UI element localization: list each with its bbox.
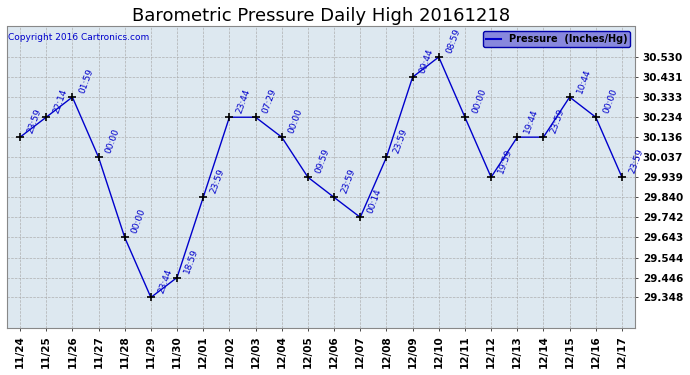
- Text: 10:44: 10:44: [575, 67, 593, 94]
- Text: 00:00: 00:00: [104, 127, 121, 154]
- Text: 18:59: 18:59: [183, 248, 200, 275]
- Text: 23:44: 23:44: [235, 87, 252, 114]
- Text: 19:59: 19:59: [497, 147, 514, 174]
- Text: 23:44: 23:44: [157, 268, 174, 295]
- Text: 22:14: 22:14: [52, 87, 69, 114]
- Text: 09:59: 09:59: [313, 147, 331, 174]
- Text: 23:59: 23:59: [339, 167, 357, 195]
- Text: 00:14: 00:14: [366, 187, 383, 214]
- Text: 00:00: 00:00: [471, 87, 488, 114]
- Legend: Pressure  (Inches/Hg): Pressure (Inches/Hg): [484, 32, 630, 47]
- Text: 07:29: 07:29: [261, 87, 278, 114]
- Text: 23:59: 23:59: [549, 107, 566, 134]
- Text: 08:59: 08:59: [444, 27, 462, 54]
- Text: 00:00: 00:00: [130, 207, 148, 235]
- Text: 00:00: 00:00: [287, 107, 304, 134]
- Text: 01:59: 01:59: [78, 67, 95, 94]
- Title: Barometric Pressure Daily High 20161218: Barometric Pressure Daily High 20161218: [132, 7, 510, 25]
- Text: 09:44: 09:44: [418, 47, 435, 74]
- Text: 23:59: 23:59: [209, 167, 226, 195]
- Text: 19:44: 19:44: [523, 107, 540, 134]
- Text: 23:59: 23:59: [26, 107, 43, 134]
- Text: 23:59: 23:59: [392, 127, 409, 154]
- Text: 23:59: 23:59: [627, 147, 644, 174]
- Text: Copyright 2016 Cartronics.com: Copyright 2016 Cartronics.com: [8, 33, 150, 42]
- Text: 00:00: 00:00: [602, 87, 619, 114]
